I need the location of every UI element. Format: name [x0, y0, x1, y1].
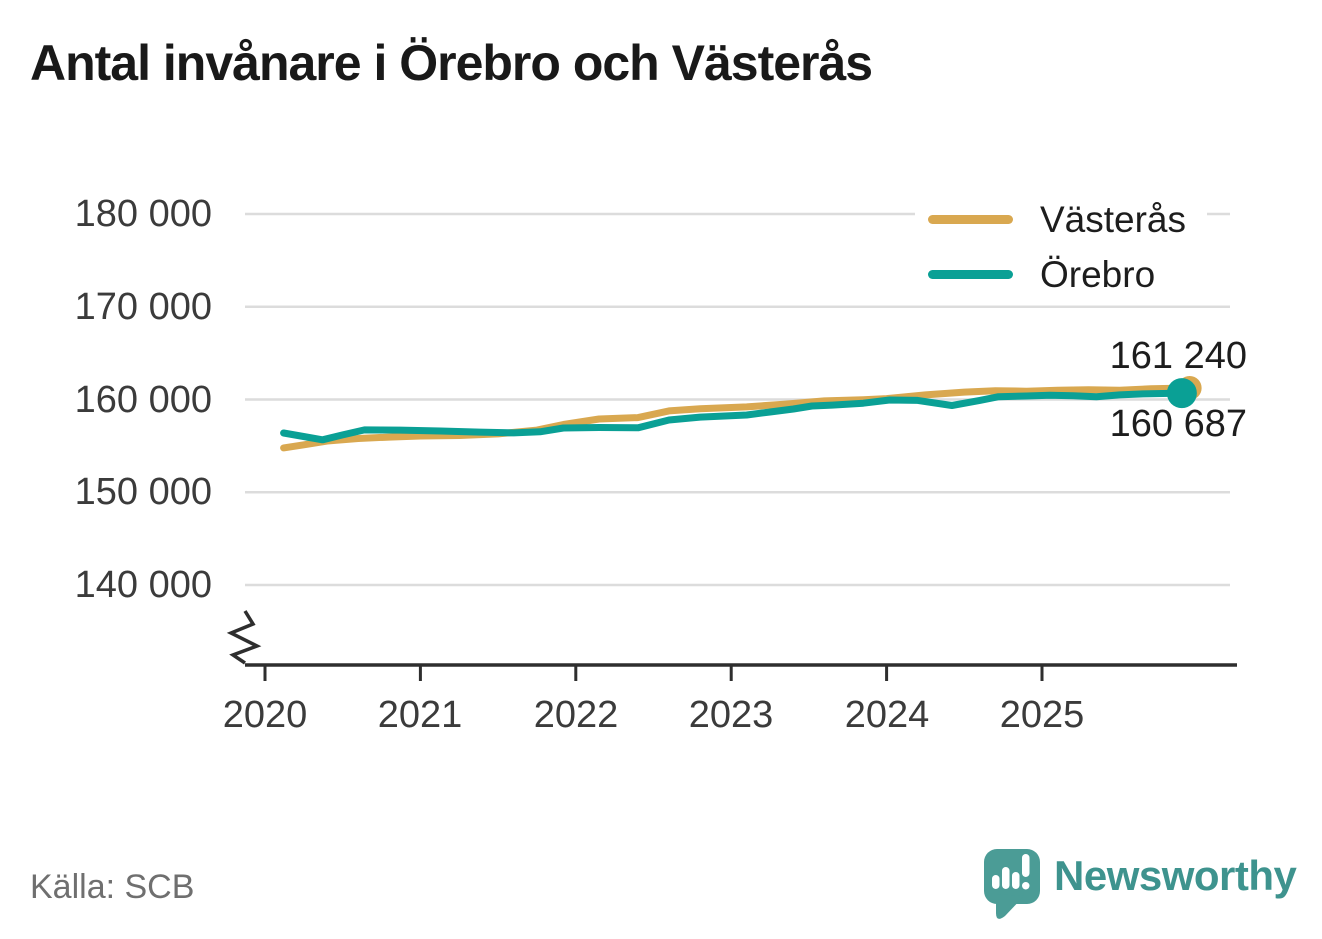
newsworthy-logo: Newsworthy: [983, 848, 1297, 925]
value-label-orebro: 160 687: [1109, 403, 1247, 445]
y-axis-tick-label: 170 000: [74, 285, 212, 328]
y-axis-tick-label: 180 000: [74, 193, 212, 235]
x-axis-tick-label: 2023: [688, 694, 774, 736]
x-axis-tick-label: 2020: [222, 694, 308, 736]
x-axis-tick-label: 2021: [377, 694, 463, 736]
value-label-vasteras: 161 240: [1109, 335, 1247, 377]
legend-swatch-vasteras: [928, 215, 1013, 224]
x-axis-tick-label: 2022: [533, 694, 619, 736]
legend: Västerås Örebro: [915, 192, 1207, 304]
speech-bubble-chart-icon: [984, 849, 1040, 919]
x-axis-tick-label: 2025: [999, 694, 1085, 736]
legend-swatch-orebro: [928, 270, 1013, 279]
y-axis-tick-label: 140 000: [74, 564, 212, 606]
chart-title: Antal invånare i Örebro och Västerås: [30, 35, 873, 91]
legend-item-vasteras: Västerås: [915, 192, 1207, 247]
y-axis-tick-label: 150 000: [74, 471, 212, 513]
legend-label: Örebro: [1040, 253, 1156, 295]
brand-name: Newsworthy: [1054, 852, 1297, 899]
legend-item-orebro: Örebro: [915, 247, 1207, 302]
legend-label: Västerås: [1040, 198, 1187, 240]
source-note: Källa: SCB: [30, 868, 195, 906]
y-axis-tick-label: 160 000: [74, 378, 212, 421]
x-axis-tick-label: 2024: [844, 694, 930, 736]
